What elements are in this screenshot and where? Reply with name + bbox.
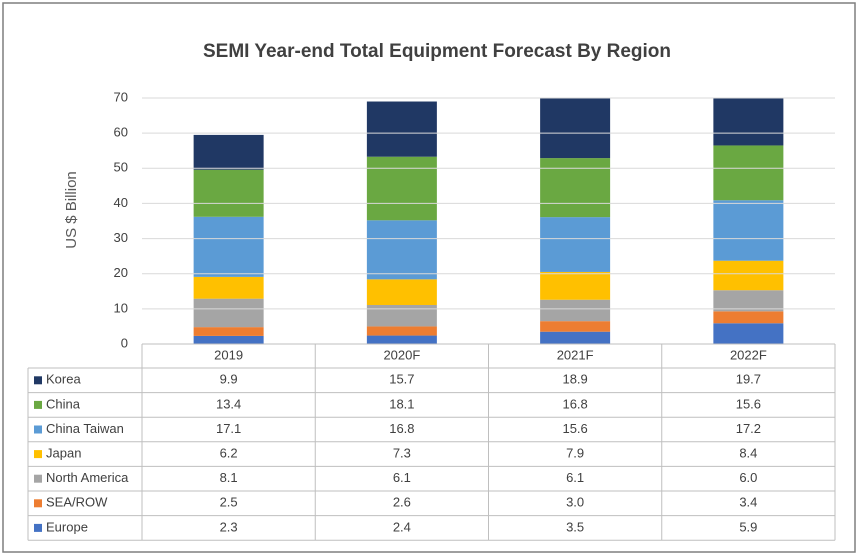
bar-segment [540, 158, 611, 218]
table-value: 18.1 [389, 396, 414, 411]
table-value: 16.8 [389, 421, 414, 436]
bar-segment [713, 145, 784, 201]
legend-label: North America [46, 470, 129, 485]
table-value: 17.2 [736, 421, 761, 436]
table-value: 5.9 [739, 519, 757, 534]
legend-swatch [34, 474, 42, 483]
legend-label: China Taiwan [46, 421, 124, 436]
table-value: 6.1 [566, 470, 584, 485]
table-value: 15.6 [736, 396, 761, 411]
legend-swatch [34, 499, 42, 508]
bar-segment [193, 335, 264, 344]
bar-segment [366, 304, 437, 327]
y-tick-label: 0 [121, 335, 128, 350]
bar-segment [540, 271, 611, 300]
bar-segment [713, 200, 784, 261]
y-tick-label: 70 [114, 89, 128, 104]
y-tick-label: 40 [114, 195, 128, 210]
bar-segment [366, 326, 437, 336]
bar-segment [366, 101, 437, 157]
table-value: 9.9 [220, 372, 238, 387]
table-value: 3.5 [566, 519, 584, 534]
bar-segment [713, 290, 784, 312]
legend-swatch [34, 400, 42, 409]
bar-segment [366, 335, 437, 344]
legend-label: Japan [46, 446, 81, 461]
bar-segment [713, 98, 784, 146]
legend-label: China [46, 396, 81, 411]
legend-swatch [34, 425, 42, 434]
table-value: 2.6 [393, 495, 411, 510]
table-value: 13.4 [216, 396, 241, 411]
table-value: 15.6 [562, 421, 587, 436]
bar-segment [540, 299, 611, 322]
y-tick-label: 60 [114, 125, 128, 140]
legend-swatch [34, 450, 42, 459]
bar-segment [713, 323, 784, 344]
bar-segment [713, 260, 784, 291]
table-value: 8.4 [739, 446, 757, 461]
legend-label: Europe [46, 519, 88, 534]
bar-segment [193, 169, 264, 217]
table-value: 3.4 [739, 495, 757, 510]
y-tick-label: 30 [114, 230, 128, 245]
bar-segment [540, 217, 611, 272]
legend-label: Korea [46, 372, 81, 387]
table-value: 2.4 [393, 519, 411, 534]
legend-label: SEA/ROW [46, 495, 108, 510]
x-tick-label: 2021F [557, 347, 594, 362]
x-tick-label: 2019 [214, 347, 243, 362]
x-tick-label: 2020F [383, 347, 420, 362]
bar-segment [366, 156, 437, 221]
legend-swatch [34, 376, 42, 385]
legend-swatch [34, 523, 42, 532]
chart-title: SEMI Year-end Total Equipment Forecast B… [203, 41, 671, 62]
table-value: 16.8 [562, 396, 587, 411]
table-value: 2.5 [220, 495, 238, 510]
y-tick-label: 20 [114, 265, 128, 280]
table-value: 15.7 [389, 372, 414, 387]
table-value: 6.2 [220, 446, 238, 461]
table-value: 2.3 [220, 519, 238, 534]
bars [193, 98, 784, 344]
bar-segment [193, 216, 264, 277]
table-value: 8.1 [220, 470, 238, 485]
bar-segment [366, 279, 437, 305]
table-value: 7.3 [393, 446, 411, 461]
bar-segment [540, 98, 611, 159]
bar-segment [713, 311, 784, 324]
y-tick-label: 50 [114, 160, 128, 175]
table-value: 7.9 [566, 446, 584, 461]
table-value: 3.0 [566, 495, 584, 510]
x-tick-label: 2022F [730, 347, 767, 362]
bar-segment [540, 321, 611, 332]
bar-segment [193, 276, 264, 299]
bar-segment [193, 298, 264, 328]
table-value: 19.7 [736, 372, 761, 387]
table-value: 6.0 [739, 470, 757, 485]
bar-segment [366, 220, 437, 280]
bar-segment [193, 134, 264, 170]
y-axis-label: US $ Billion [63, 171, 80, 249]
bar-segment [540, 331, 611, 344]
table-value: 17.1 [216, 421, 241, 436]
y-tick-label: 10 [114, 300, 128, 315]
table-value: 18.9 [562, 372, 587, 387]
bar-segment [193, 327, 264, 336]
table-value: 6.1 [393, 470, 411, 485]
